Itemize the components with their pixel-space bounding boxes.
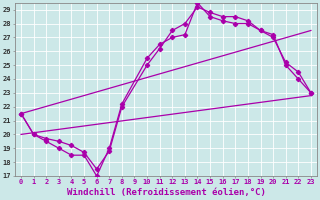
X-axis label: Windchill (Refroidissement éolien,°C): Windchill (Refroidissement éolien,°C) — [67, 188, 265, 197]
